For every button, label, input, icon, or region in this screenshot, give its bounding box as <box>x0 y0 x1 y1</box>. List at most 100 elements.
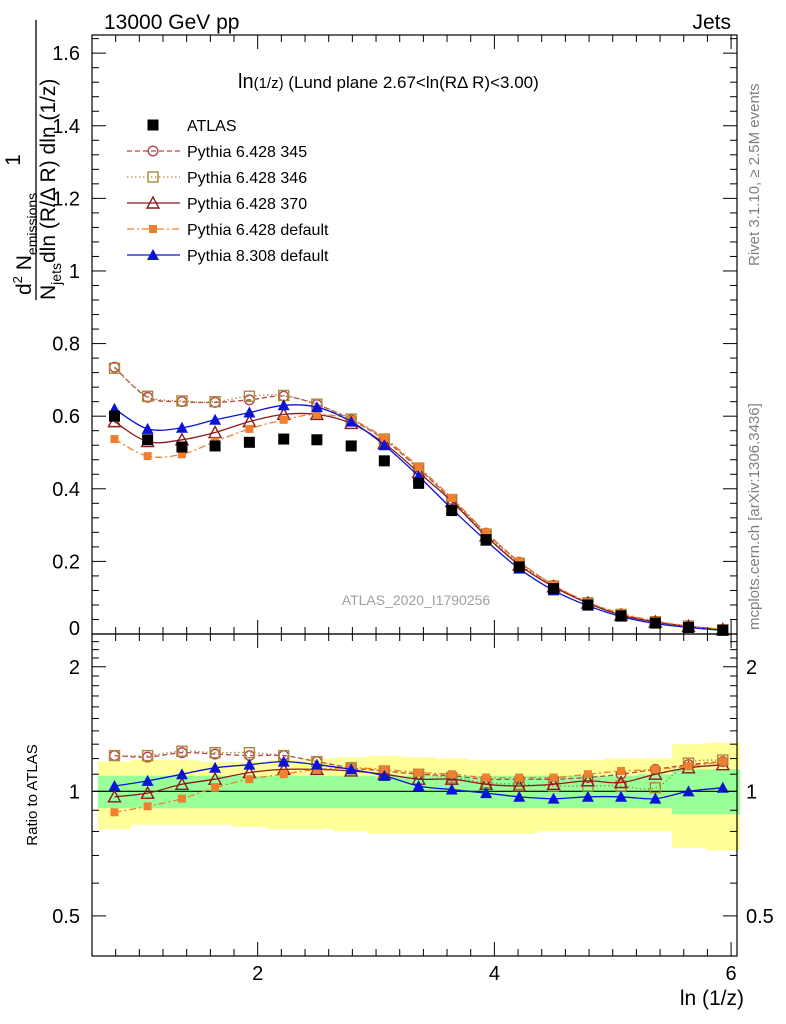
main-point-atlas-8 <box>378 455 390 467</box>
ratio-point-p370-15 <box>613 775 629 789</box>
ratio-point-p8def-14 <box>581 790 594 802</box>
main-point-p6def-2 <box>177 450 186 459</box>
ratio-y-tick-label-left: 2 <box>69 657 80 679</box>
analysis-watermark: ATLAS_2020_I1790256 <box>342 592 491 608</box>
ratio-y-tick-label-left: 1 <box>69 781 80 803</box>
main-point-p8def-5 <box>277 399 290 411</box>
mcplots-label: mcplots.cern.ch [arXiv:1306.3436] <box>746 403 763 630</box>
main-line-p345 <box>114 366 723 631</box>
main-y-tick-label: 0 <box>69 618 80 640</box>
ratio-point-p8def-9 <box>412 780 425 792</box>
main-y-tick-label: 0.8 <box>52 334 80 356</box>
ratio-point-p346-4 <box>243 746 256 759</box>
main-point-p6def-11 <box>482 528 491 537</box>
ratio-point-p370-2 <box>174 776 190 790</box>
ratio-point-p6def-5 <box>279 770 288 779</box>
ratio-point-p6def-17 <box>684 762 693 771</box>
main-point-atlas-14 <box>582 599 594 611</box>
ratio-point-p6def-13 <box>549 773 558 782</box>
plot-title-main: ln <box>238 71 254 93</box>
ratio-point-p346-1 <box>141 749 154 762</box>
ratio-point-p6def-15 <box>617 766 626 775</box>
ratio-point-p8def-18 <box>716 781 729 793</box>
ratio-point-p6def-3 <box>211 783 220 792</box>
main-line-p346 <box>114 367 723 631</box>
ylabel-den-n: N <box>37 285 60 300</box>
ratio-point-p6def-0 <box>110 808 119 817</box>
main-point-p6def-10 <box>447 493 456 502</box>
legend-label-p346: Pythia 6.428 346 <box>187 170 307 187</box>
legend-marker-p346 <box>147 171 159 183</box>
ratio-point-p8def-4 <box>243 758 256 770</box>
ratio-y-tick-label-right: 1 <box>746 781 757 803</box>
ratio-point-p8def-16 <box>649 792 662 804</box>
main-point-p346-4 <box>243 390 256 402</box>
ratio-ylabel: Ratio to ATLAS <box>24 744 41 845</box>
ylabel-den-sub: jets <box>48 263 64 286</box>
main-point-atlas-15 <box>615 610 627 622</box>
main-y-tick-label: 1.6 <box>52 43 80 65</box>
ratio-point-p6def-4 <box>245 775 254 784</box>
ylabel-num-sup: 2 <box>10 276 25 283</box>
rivet-label: Rivet 3.1.10, ≥ 2.5M events <box>746 83 763 267</box>
main-y-tick-label: 0.6 <box>52 406 80 428</box>
ratio-point-p8def-5 <box>277 755 290 767</box>
main-point-atlas-16 <box>649 617 661 629</box>
main-panel-series <box>107 361 730 636</box>
ratio-y-tick-label-left: 0.5 <box>52 906 80 928</box>
legend-label-p370: Pythia 6.428 370 <box>187 196 307 213</box>
axis-tick-labels: 0 0.2 0.4 0.6 0.8 1 1.2 1.4 1.6 0.5 0.5 1 1 2 2 2 4 6 <box>52 43 774 985</box>
ratio-point-p346-0 <box>108 749 121 762</box>
main-point-atlas-11 <box>480 534 492 546</box>
main-y-tick-label: 0.2 <box>52 551 80 573</box>
ratio-series-p8def <box>108 755 729 804</box>
ratio-point-p6def-18 <box>718 757 727 766</box>
ratio-point-p6def-10 <box>447 770 456 779</box>
ratio-line-p370 <box>114 764 723 798</box>
ratio-point-p8def-17 <box>682 785 695 797</box>
ratio-point-p8def-7 <box>345 763 358 775</box>
legend-marker-p6def <box>149 225 157 233</box>
main-ylabel: 1 d2 Nemissions Njetsdln (R/Δ R) dln (1/… <box>2 20 64 300</box>
legend-label-p6def: Pythia 6.428 default <box>187 222 329 239</box>
plot-title: ln(1/z) (Lund plane 2.67<ln(RΔ R)<3.00) <box>238 71 539 93</box>
main-point-p346-1 <box>141 390 154 402</box>
main-point-p6def-6 <box>312 410 321 419</box>
main-y-tick-label: 1.2 <box>52 188 80 210</box>
legend-entry-p345: Pythia 6.428 345 <box>127 144 307 161</box>
ylabel-den-rest: dln (R/Δ R) dln (1/z) <box>37 79 60 263</box>
main-point-p6def-4 <box>245 424 254 433</box>
legend-label-atlas: ATLAS <box>187 118 237 135</box>
ratio-point-p346-3 <box>209 746 221 759</box>
legend-marker-p345 <box>147 145 159 157</box>
main-point-p6def-5 <box>279 415 288 424</box>
ratio-point-p370-16 <box>648 766 663 780</box>
header-left: 13000 GeV pp <box>104 11 239 34</box>
legend-entry-p6def: Pythia 6.428 default <box>127 222 329 239</box>
main-point-p6def-8 <box>380 433 389 442</box>
plot-title-sub: (1/z) <box>254 75 284 92</box>
ratio-point-p8def-1 <box>141 774 154 786</box>
legend: ATLAS Pythia 6.428 345 Pythia 6.428 346 Pyt… <box>127 118 329 265</box>
main-point-p370-3 <box>207 425 223 439</box>
legend-entry-p370: Pythia 6.428 370 <box>127 195 307 213</box>
ratio-point-p8def-8 <box>378 769 391 781</box>
ratio-point-p8def-12 <box>513 790 526 802</box>
main-series-atlas <box>108 410 729 636</box>
ylabel-num-n: N <box>13 255 36 276</box>
ratio-point-p370-14 <box>580 773 596 787</box>
main-point-p346-0 <box>108 362 121 374</box>
x-axis-label: ln (1/z) <box>680 987 744 1010</box>
legend-marker-atlas <box>147 119 159 131</box>
ratio-point-p8def-6 <box>310 758 323 770</box>
x-tick-label: 6 <box>726 963 737 985</box>
ratio-panel-frame <box>91 633 738 957</box>
ratio-point-p8def-3 <box>209 761 222 773</box>
ratio-point-p8def-11 <box>480 787 493 799</box>
plot-title-rest: (Lund plane 2.67<ln(RΔ R)<3.00) <box>284 73 539 92</box>
ratio-point-p6def-14 <box>583 770 592 779</box>
legend-entry-atlas: ATLAS <box>147 118 237 135</box>
main-point-p8def-1 <box>141 422 154 434</box>
legend-entry-p346: Pythia 6.428 346 <box>127 170 307 187</box>
main-point-p346-3 <box>209 395 221 408</box>
